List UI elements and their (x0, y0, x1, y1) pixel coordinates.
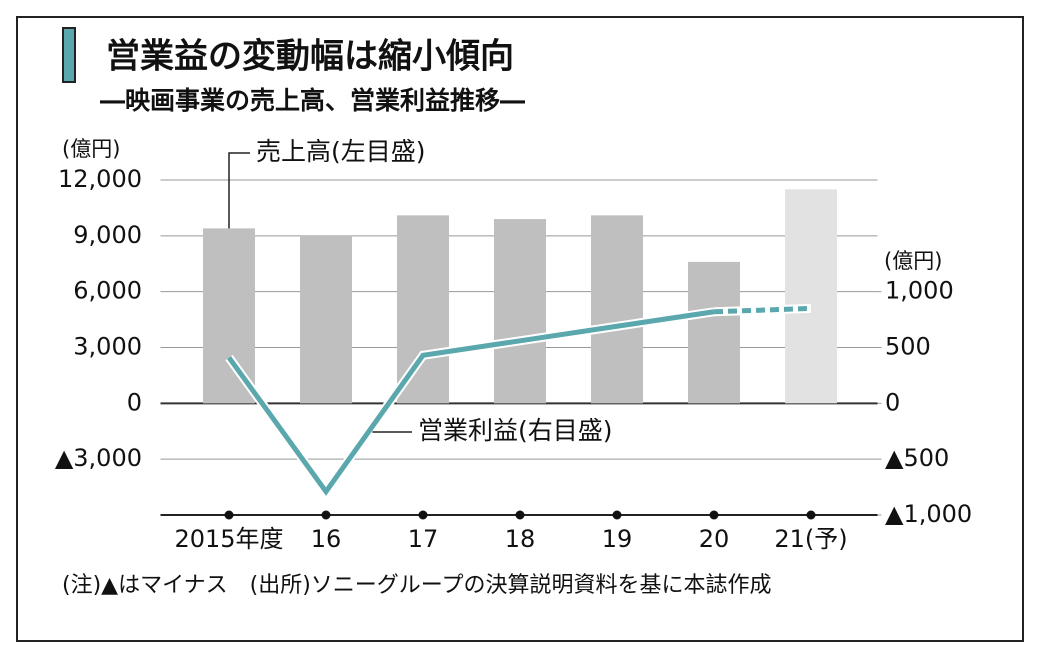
bar (591, 215, 643, 404)
y2-tick-label: ▲500 (885, 444, 949, 472)
y-tick-label: 12,000 (58, 165, 142, 193)
y2-tick-label: 500 (885, 333, 931, 361)
x-tick (709, 510, 719, 520)
x-tick-label: 17 (408, 525, 439, 553)
x-tick (515, 510, 525, 520)
y2-tick-label: 0 (885, 388, 900, 416)
y-tick-label: ▲3,000 (55, 444, 142, 472)
x-tick-label: 21(予) (774, 525, 847, 553)
x-tick-label: 18 (505, 525, 536, 553)
y2-unit: (億円) (884, 249, 942, 273)
x-tick (806, 510, 816, 520)
bar (688, 261, 740, 404)
bar (300, 235, 352, 404)
y2-tick-label: 1,000 (885, 277, 954, 305)
bar (785, 189, 837, 404)
y-tick-label: 0 (127, 388, 142, 416)
leader-line (228, 152, 250, 229)
x-tick-label: 19 (602, 525, 633, 553)
y-tick-label: 3,000 (73, 333, 142, 361)
line (226, 309, 715, 496)
series-label: 営業利益(右目盛) (418, 416, 613, 445)
x-tick-label: 16 (311, 525, 342, 553)
y-tick-label: 6,000 (73, 277, 142, 305)
x-tick (321, 510, 331, 520)
x-tick (612, 510, 622, 520)
y2-tick-label: ▲1,000 (885, 500, 972, 528)
x-tick-label: 2015年度 (174, 525, 283, 553)
line-forecast (713, 305, 812, 315)
bar (494, 219, 546, 404)
x-tick (418, 510, 428, 520)
x-tick-label: 20 (699, 525, 730, 553)
title-bar (62, 27, 76, 83)
chart-title: 営業益の変動幅は縮小傾向 (106, 37, 514, 77)
note: (注)▲はマイナス (出所)ソニーグループの決算説明資料を基に本誌作成 (62, 573, 772, 598)
series-label: 売上高(左目盛) (256, 137, 426, 166)
x-tick (224, 510, 234, 520)
y-tick-label: 9,000 (73, 221, 142, 249)
chart-subtitle: ―映画事業の売上高、営業利益推移― (100, 86, 525, 115)
y-unit: (億円) (62, 137, 120, 161)
